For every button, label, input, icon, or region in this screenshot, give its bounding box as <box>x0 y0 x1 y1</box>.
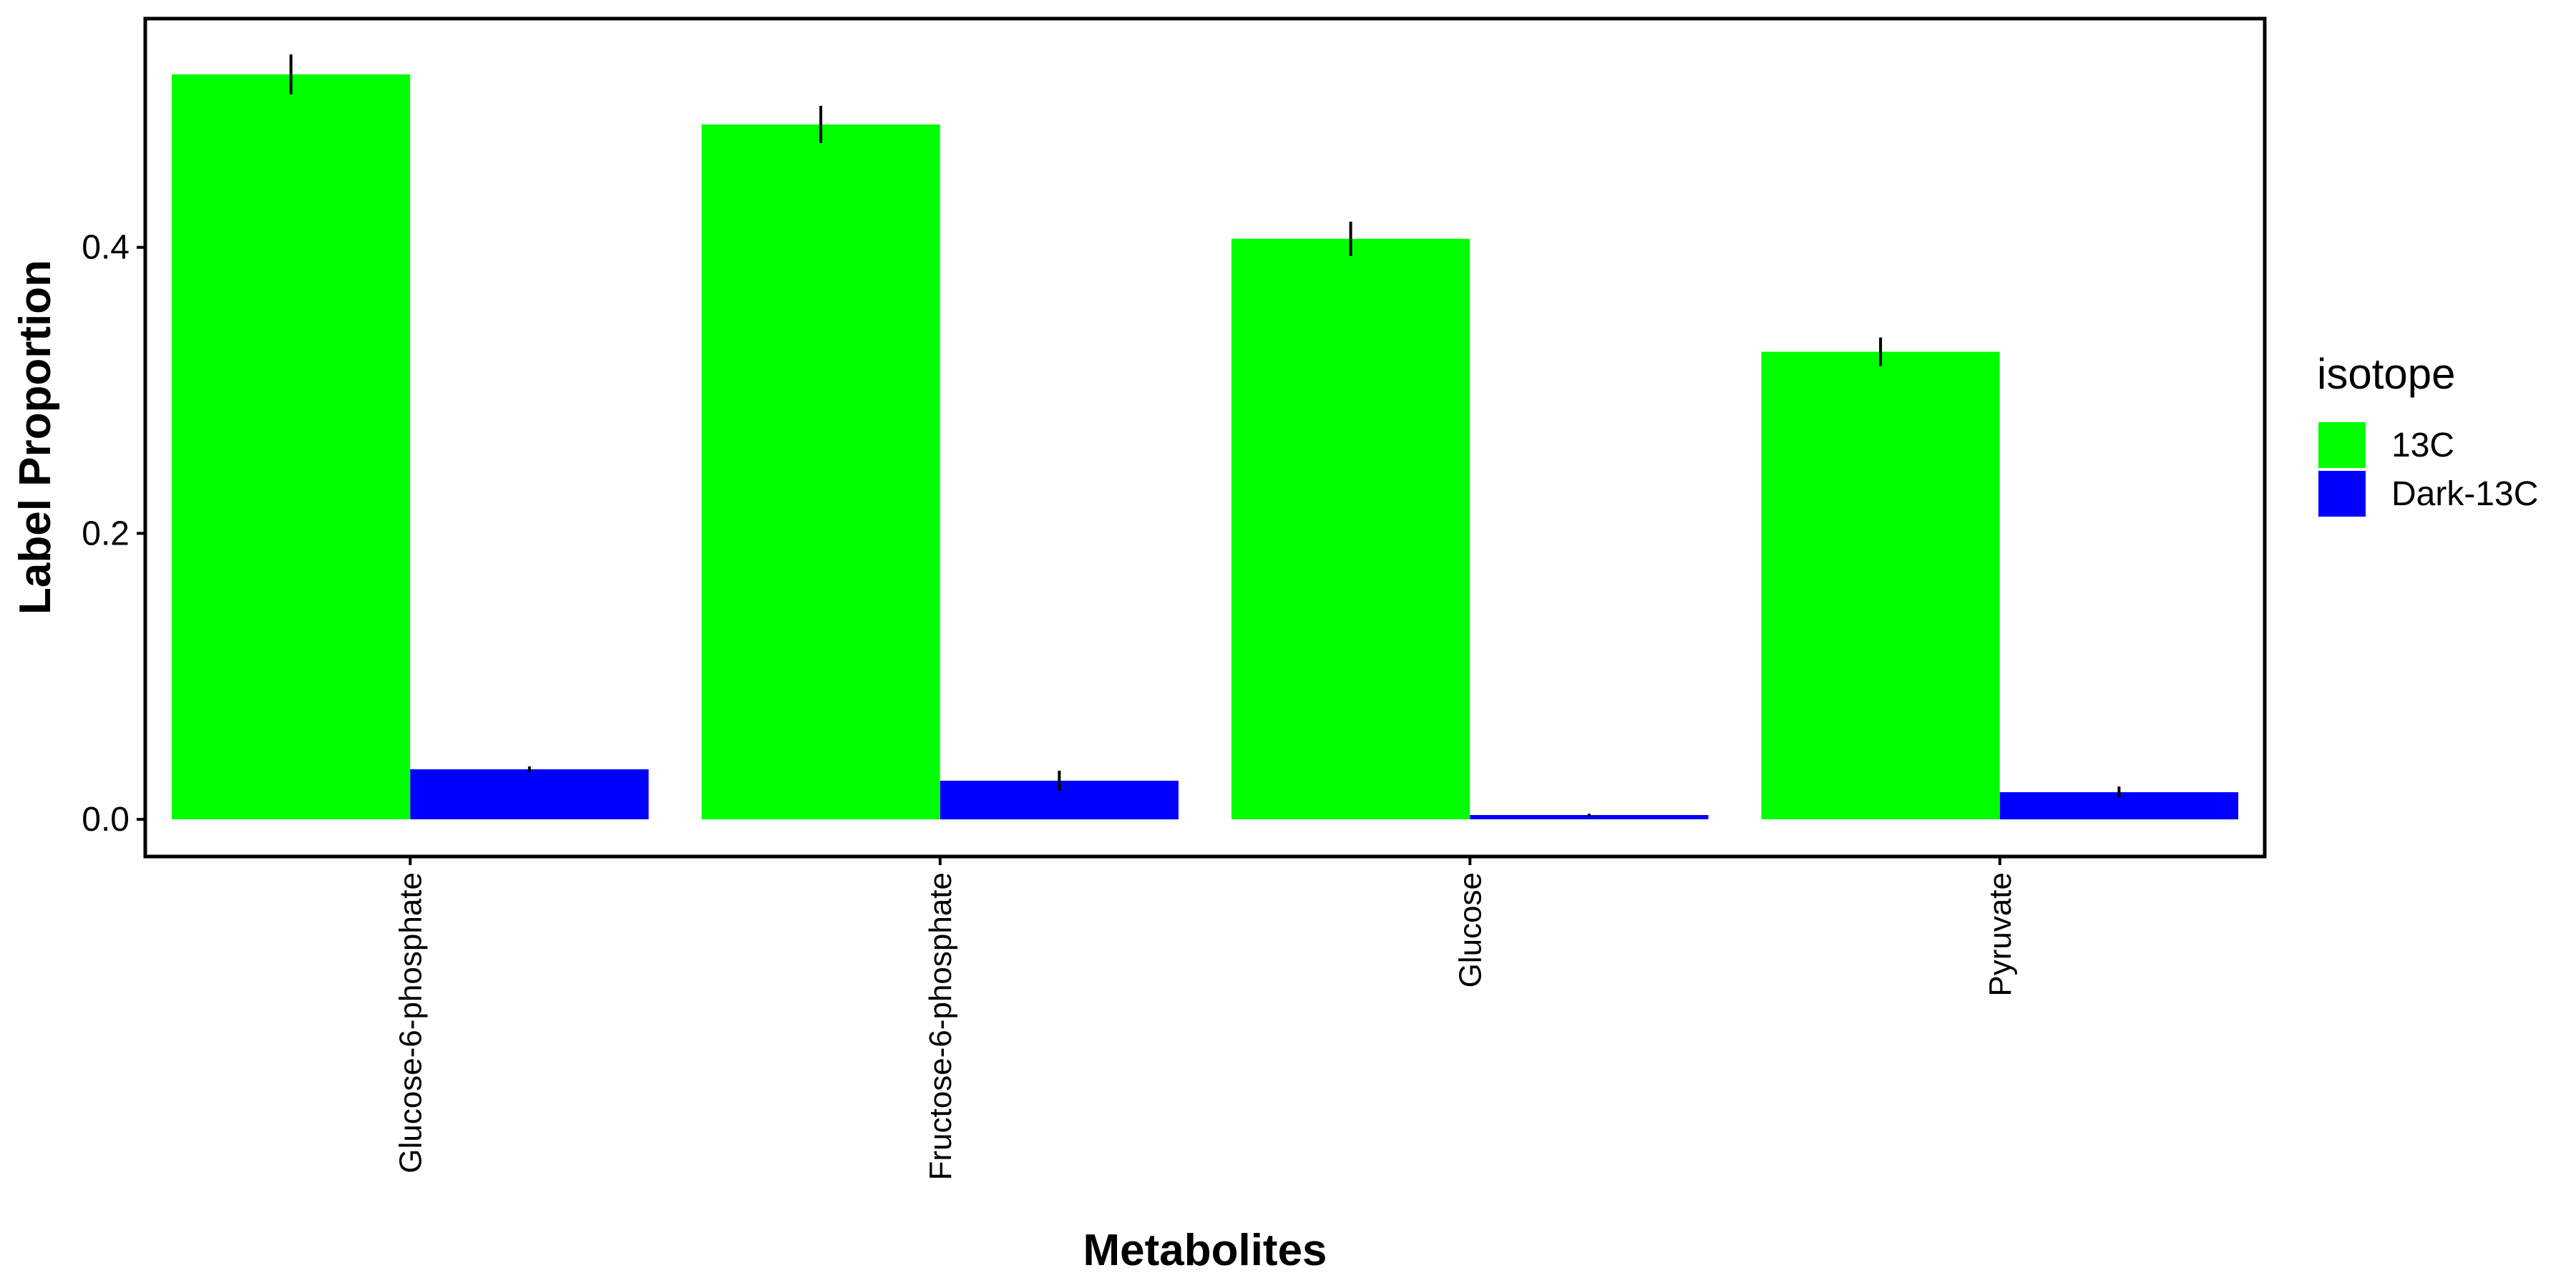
bars-layer <box>172 74 2238 820</box>
bar <box>1470 815 1709 819</box>
x-tick-label: Glucose-6-phosphate <box>393 872 428 1174</box>
y-axis-title: Label Proportion <box>11 260 60 615</box>
legend-key <box>2318 422 2366 468</box>
bar <box>1231 238 1470 819</box>
errorbars-layer <box>289 54 2121 816</box>
x-axis-title: Metabolites <box>1083 1226 1327 1275</box>
bar <box>1761 351 2000 820</box>
legend: isotope 13C Dark-13C <box>2317 350 2538 517</box>
legend-label: Dark-13C <box>2391 475 2538 513</box>
bar <box>701 124 940 820</box>
x-tick-label: Fructose-6-phosphate <box>923 872 958 1180</box>
bar <box>410 769 649 819</box>
y-axis: 0.0 0.2 0.4 <box>82 229 145 839</box>
x-tick-label: Pyruvate <box>1983 872 2018 997</box>
plot-panel-border <box>143 16 2267 859</box>
x-tick-label: Glucose <box>1453 872 1488 987</box>
bar <box>172 74 411 819</box>
y-tick-label: 0.0 <box>82 801 130 839</box>
x-axis: Glucose-6-phosphate Fructose-6-phosphate G… <box>393 857 2018 1180</box>
legend-label: 13C <box>2391 426 2454 464</box>
y-tick-label: 0.2 <box>82 514 130 552</box>
legend-title: isotope <box>2317 350 2455 398</box>
y-tick-label: 0.4 <box>82 229 130 267</box>
legend-key <box>2318 471 2366 517</box>
